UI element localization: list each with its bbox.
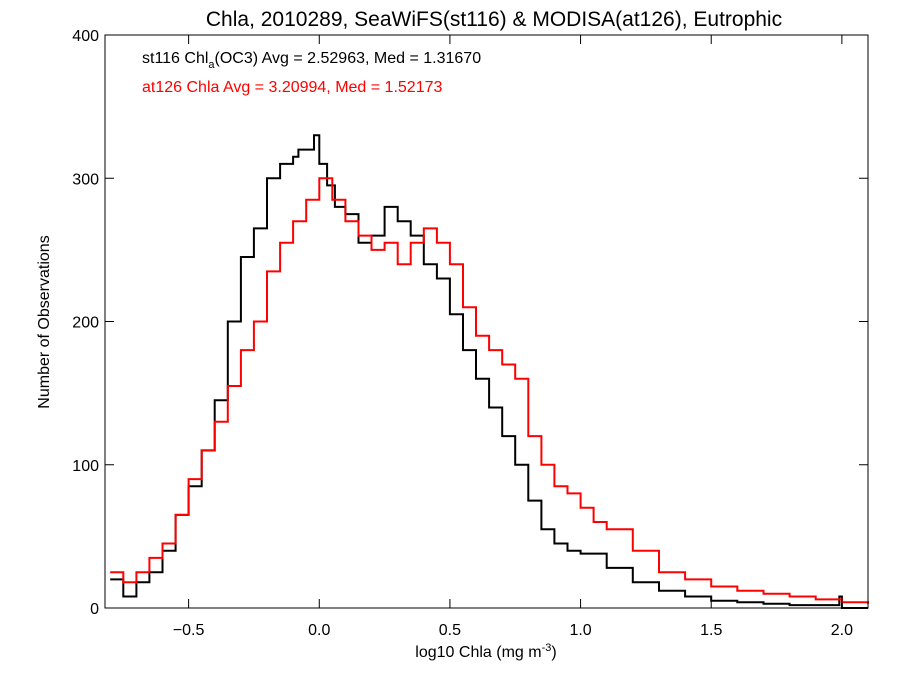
annotation-st116-suffix: (OC3) Avg = 2.52963, Med = 1.31670 — [215, 50, 482, 67]
x-axis-label-main: log10 Chla (mg m — [415, 644, 541, 661]
x-axis-label: log10 Chla (mg m-3) — [415, 642, 556, 661]
x-tick-label: 1.0 — [569, 622, 591, 639]
x-axis-label-superscript: -3 — [542, 642, 552, 654]
y-tick-label: 100 — [72, 458, 99, 475]
x-tick-label: 0.5 — [439, 622, 461, 639]
y-axis-label: Number of Observations — [36, 235, 53, 408]
x-tick-label: −0.5 — [173, 622, 205, 639]
y-tick-label: 300 — [72, 171, 99, 188]
series-layer — [110, 134, 869, 609]
axes-layer: −0.5 0.0 0.5 1.0 1.5 2.0 0 100 200 300 400 — [72, 28, 868, 639]
y-tick-label: 200 — [72, 315, 99, 332]
series-line-2 — [110, 177, 869, 604]
x-tick-label: 2.0 — [831, 622, 853, 639]
annotation-st116: st116 Chla(OC3) Avg = 2.52963, Med = 1.3… — [142, 50, 481, 71]
annotation-st116-subscript: a — [208, 59, 215, 71]
x-axis-label-end: ) — [551, 644, 556, 661]
y-tick-label: 0 — [90, 601, 99, 618]
annotation-at126: at126 Chla Avg = 3.20994, Med = 1.52173 — [142, 79, 442, 96]
chart-title: Chla, 2010289, SeaWiFS(st116) & MODISA(a… — [206, 8, 782, 31]
x-tick-label: 1.5 — [700, 622, 722, 639]
series-line-1 — [110, 134, 868, 609]
y-tick-label: 400 — [72, 28, 99, 45]
annotation-st116-prefix: st116 Chl — [142, 50, 208, 67]
x-tick-label: 0.0 — [308, 622, 330, 639]
